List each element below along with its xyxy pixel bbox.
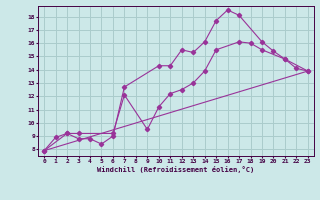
X-axis label: Windchill (Refroidissement éolien,°C): Windchill (Refroidissement éolien,°C) — [97, 166, 255, 173]
